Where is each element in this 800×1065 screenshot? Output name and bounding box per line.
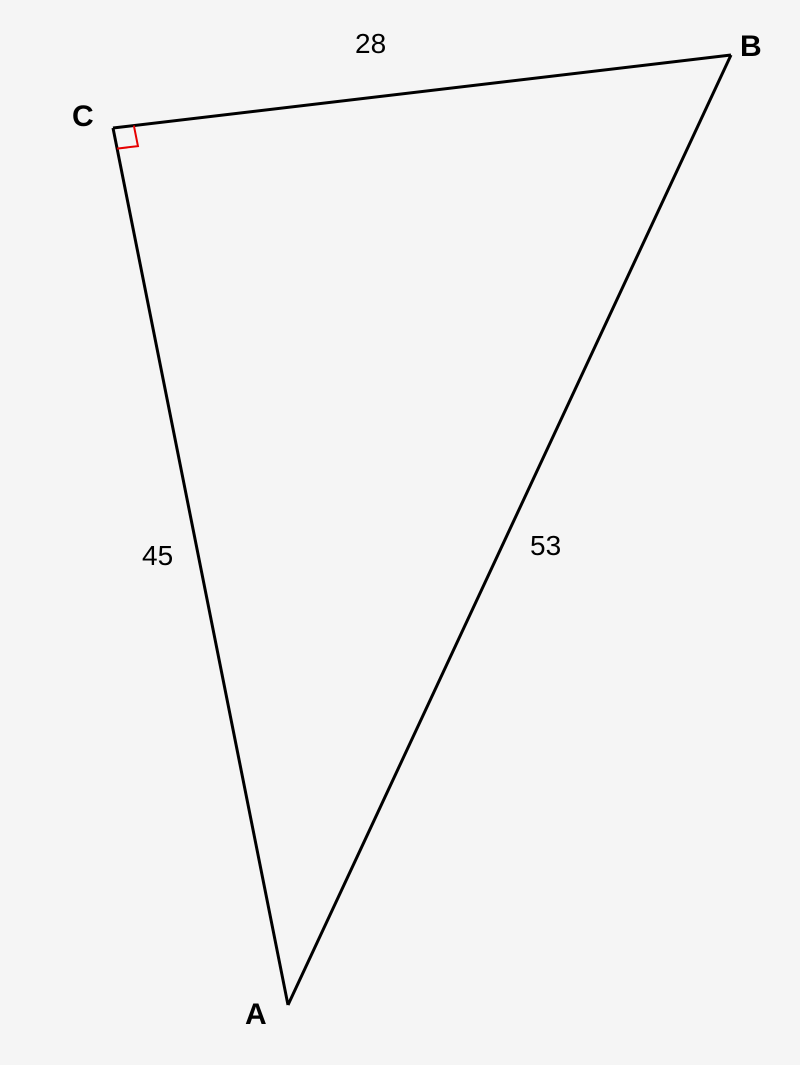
edge-AB xyxy=(288,55,731,1005)
vertex-label-C: C xyxy=(72,100,94,134)
triangle-diagram xyxy=(0,0,800,1065)
edge-label-CA: 45 xyxy=(142,540,173,572)
edge-CA xyxy=(113,128,288,1005)
triangle-edges xyxy=(113,55,731,1005)
edge-CB xyxy=(113,55,731,128)
edge-label-AB: 53 xyxy=(530,530,561,562)
right-angle-marker xyxy=(117,126,138,149)
vertex-label-A: A xyxy=(245,998,267,1032)
edge-label-CB: 28 xyxy=(355,28,386,60)
vertex-label-B: B xyxy=(740,30,762,64)
